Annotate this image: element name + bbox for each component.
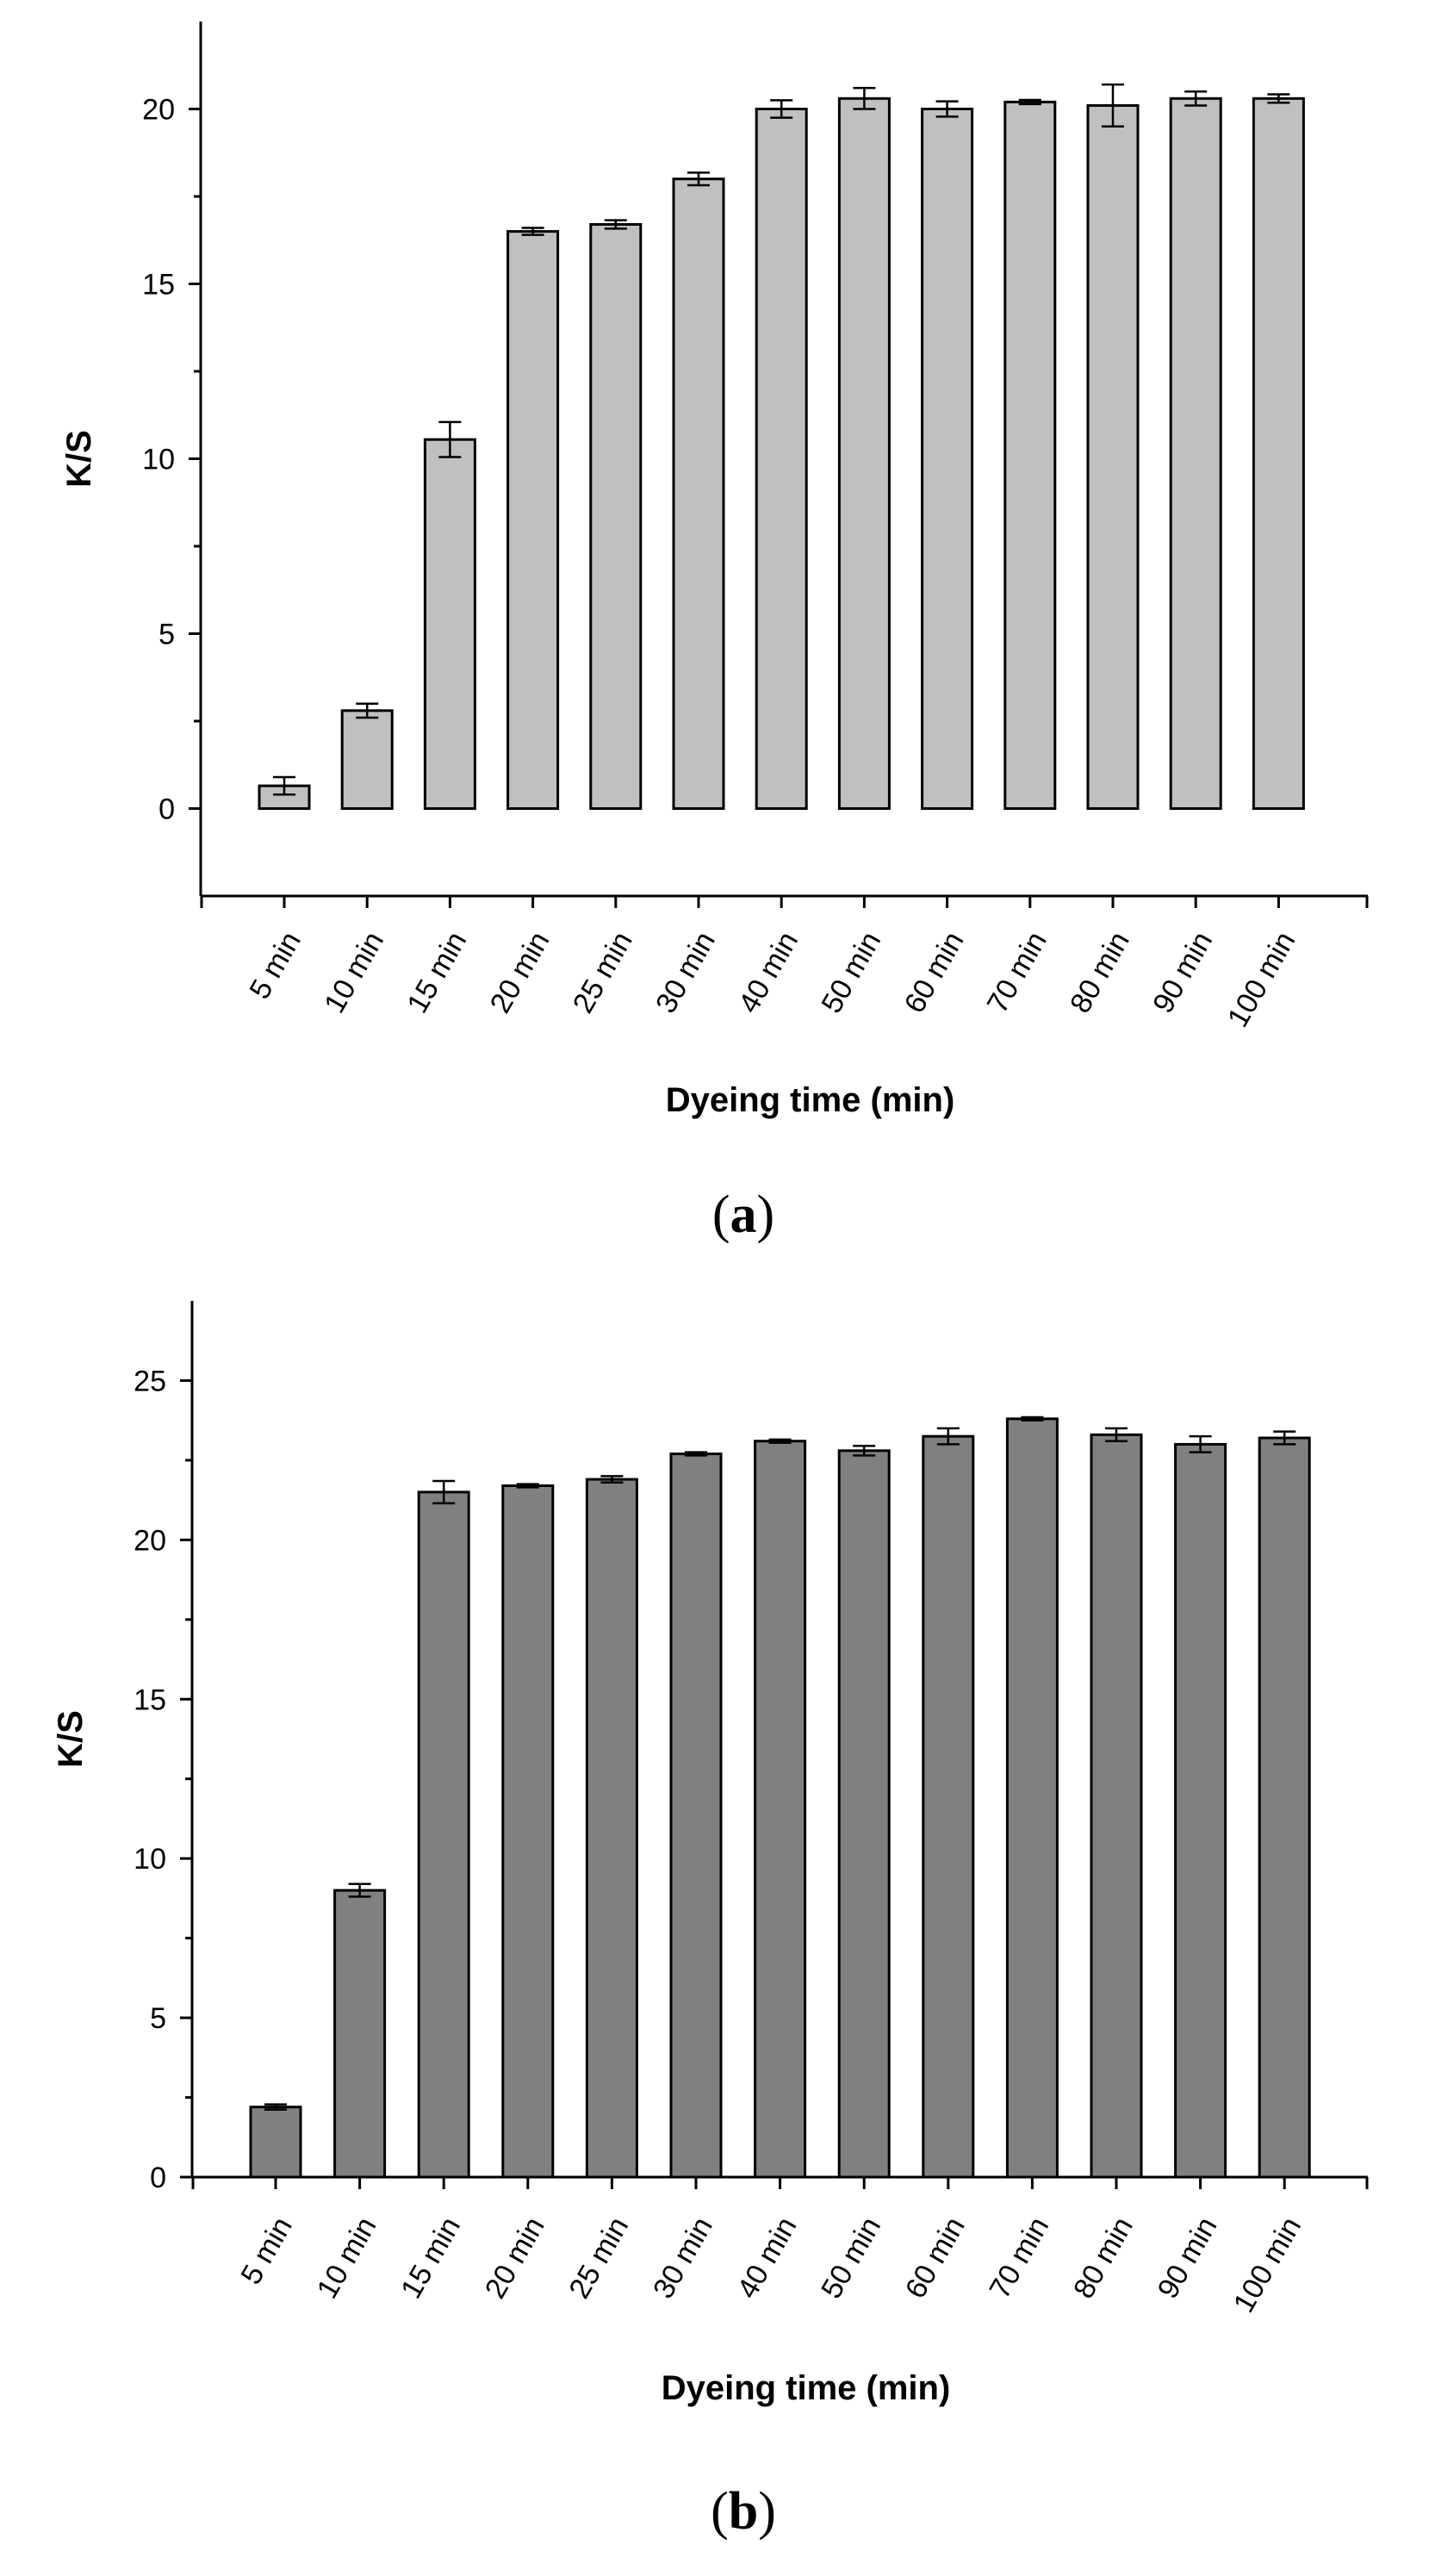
- x-tick-label: 80 min: [1067, 2212, 1140, 2304]
- bar-20-min: [506, 230, 560, 811]
- x-tick-label: 10 min: [311, 2212, 383, 2304]
- bar-20-min: [501, 1484, 555, 2179]
- x-tick-label: 20 min: [484, 926, 556, 1018]
- x-tick-label: 10 min: [318, 926, 390, 1018]
- y-tick-label: 5: [150, 2002, 166, 2035]
- bar-30-min: [672, 177, 725, 810]
- y-tick-label: 20: [134, 1524, 166, 1557]
- x-tick-label: 25 min: [562, 2212, 635, 2304]
- x-tick-label: 100 min: [1227, 2212, 1308, 2318]
- x-axis-title: Dyeing time (min): [666, 1081, 955, 1119]
- chart-panel-a: 0 5 10 15 20 5 min 10 min 15 min 20 min 25 min 30 …: [60, 22, 1369, 1244]
- bar-80-min: [1086, 103, 1140, 810]
- bar-90-min: [1169, 96, 1222, 810]
- y-tick-label: 0: [150, 2162, 166, 2194]
- x-tick-label: 100 min: [1221, 926, 1302, 1033]
- bar-40-min: [755, 108, 808, 810]
- y-tick-label: 15: [134, 1683, 166, 1716]
- x-tick-label: 25 min: [567, 926, 639, 1018]
- x-tick-label: 40 min: [732, 926, 805, 1018]
- x-tick-label: 30 min: [649, 926, 722, 1018]
- bar-30-min: [669, 1453, 723, 2179]
- x-axis-title: Dyeing time (min): [662, 2369, 951, 2407]
- chart-panel-b: 0 5 10 15 20 25 5 min 10 min 15 min 20 min 25 min 3…: [52, 1301, 1369, 2541]
- x-tick-label: 50 min: [815, 926, 887, 1018]
- bar-10-min: [333, 1888, 387, 2179]
- y-tick-label: 10: [134, 1843, 166, 1876]
- x-tick-label: 80 min: [1064, 926, 1136, 1018]
- x-tick-label: 60 min: [898, 926, 971, 1018]
- bar-90-min: [1174, 1442, 1227, 2179]
- bar-100-min: [1258, 1436, 1311, 2179]
- bar-50-min: [837, 96, 891, 810]
- y-tick-label: 0: [158, 793, 175, 826]
- panel-label: (a): [712, 1185, 774, 1244]
- x-tick-label: 50 min: [815, 2212, 887, 2304]
- y-tick-label: 25: [134, 1365, 166, 1397]
- x-tick-label: 20 min: [479, 2212, 551, 2304]
- x-tick-label: 15 min: [401, 926, 473, 1018]
- bar-80-min: [1090, 1433, 1143, 2179]
- x-tick-label: 90 min: [1152, 2212, 1224, 2304]
- bar-40-min: [754, 1440, 807, 2179]
- x-tick-label: 15 min: [395, 2212, 467, 2304]
- y-tick-label: 5: [158, 619, 175, 651]
- bar-5-min: [249, 2106, 302, 2179]
- bar-25-min: [585, 1478, 638, 2179]
- x-tick-label: 90 min: [1146, 926, 1219, 1018]
- bar-50-min: [837, 1449, 891, 2179]
- bar-100-min: [1252, 96, 1305, 810]
- y-tick-label: 10: [142, 444, 175, 476]
- bar-15-min: [417, 1490, 470, 2179]
- bar-70-min: [1005, 1417, 1059, 2179]
- bar-25-min: [589, 222, 643, 811]
- bar-15-min: [423, 438, 476, 810]
- x-tick-label: 70 min: [983, 2212, 1055, 2304]
- panel-label: (b): [711, 2482, 776, 2541]
- x-tick-label: 5 min: [243, 926, 307, 1005]
- x-tick-label: 30 min: [647, 2212, 719, 2304]
- x-tick-label: 70 min: [981, 926, 1053, 1018]
- bar-70-min: [1003, 100, 1057, 810]
- bar-10-min: [340, 709, 394, 811]
- x-tick-label: 5 min: [234, 2212, 298, 2290]
- y-axis-title: K/S: [52, 1710, 90, 1768]
- y-axis-title: K/S: [60, 430, 98, 488]
- bar-60-min: [922, 1434, 975, 2179]
- y-tick-label: 15: [142, 269, 175, 302]
- y-tick-label: 20: [142, 94, 175, 127]
- x-tick-label: 60 min: [899, 2212, 972, 2304]
- x-tick-label: 40 min: [731, 2212, 804, 2304]
- bar-60-min: [921, 108, 974, 810]
